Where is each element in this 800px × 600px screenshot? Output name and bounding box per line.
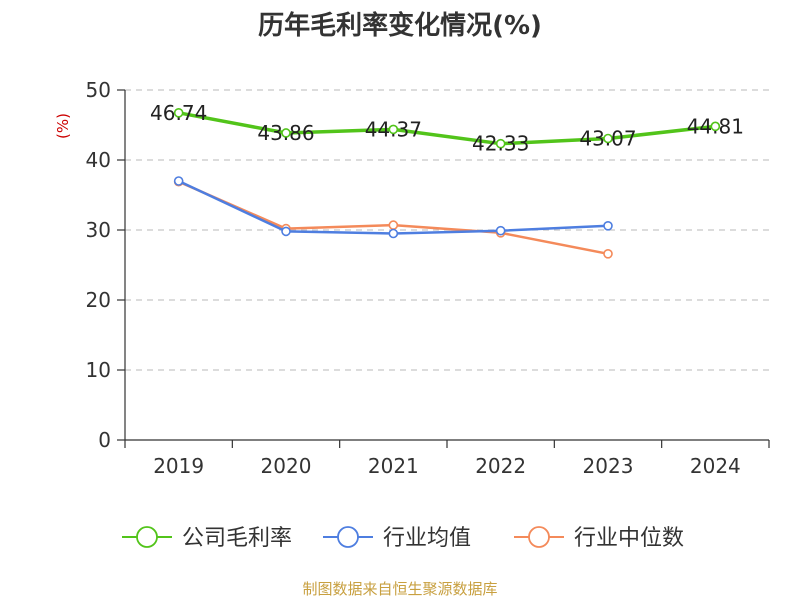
data-point xyxy=(281,226,291,237)
y-tick-label: 50 xyxy=(86,78,111,102)
data-point xyxy=(173,176,184,186)
y-tick-label: 0 xyxy=(98,428,111,452)
legend-label: 行业均值 xyxy=(383,526,471,551)
data-label: 44.37 xyxy=(365,117,422,141)
axes: 0 10 20 30 40 50 2019 2020 2021 2022 2023 2024 xyxy=(86,78,770,478)
legend-marker xyxy=(337,526,359,548)
series-line xyxy=(178,111,716,146)
data-point xyxy=(710,121,721,132)
data-point xyxy=(495,225,506,236)
data-label: 42.33 xyxy=(472,132,529,156)
x-tick-label: 2019 xyxy=(153,454,204,478)
x-tick-label: 2021 xyxy=(368,454,419,478)
data-label: 46.74 xyxy=(150,101,207,125)
data-point xyxy=(603,249,613,259)
data-labels: 46.74 43.86 44.37 42.33 43.07 44.81 xyxy=(150,101,744,156)
y-tick-label: 40 xyxy=(86,148,111,172)
data-point xyxy=(388,228,399,239)
y-tick-label: 20 xyxy=(86,288,111,312)
series-line xyxy=(178,180,609,256)
data-source-note: 制图数据来自恒生聚源数据库 xyxy=(302,580,497,598)
data-point xyxy=(603,133,613,144)
y-tick-label: 10 xyxy=(86,358,111,382)
y-axis-unit-label: (%) xyxy=(54,113,72,139)
chart-title: 历年毛利率变化情况(%) xyxy=(258,10,542,41)
data-point xyxy=(603,221,613,231)
data-label: 43.07 xyxy=(579,127,636,151)
legend-item[interactable]: 行业均值 xyxy=(323,526,471,551)
legend[interactable]: 公司毛利率 行业均值 行业中位数 xyxy=(122,526,684,551)
x-tick-label: 2024 xyxy=(690,454,741,478)
series-lines xyxy=(173,108,721,259)
data-point xyxy=(173,108,184,118)
x-tick-label: 2023 xyxy=(583,454,634,478)
data-label: 44.81 xyxy=(687,114,744,138)
legend-item[interactable]: 行业中位数 xyxy=(514,526,684,551)
data-point xyxy=(388,220,399,230)
y-tick-label: 30 xyxy=(86,218,111,242)
legend-item[interactable]: 公司毛利率 xyxy=(122,526,292,551)
legend-label: 公司毛利率 xyxy=(182,526,292,551)
legend-marker xyxy=(136,526,158,548)
data-label: 43.86 xyxy=(257,121,314,145)
x-tick-label: 2022 xyxy=(475,454,526,478)
data-point xyxy=(281,128,291,138)
legend-marker xyxy=(528,526,550,548)
data-point xyxy=(495,138,506,149)
x-tick-label: 2020 xyxy=(261,454,312,478)
data-point xyxy=(388,124,399,135)
legend-label: 行业中位数 xyxy=(574,526,684,551)
